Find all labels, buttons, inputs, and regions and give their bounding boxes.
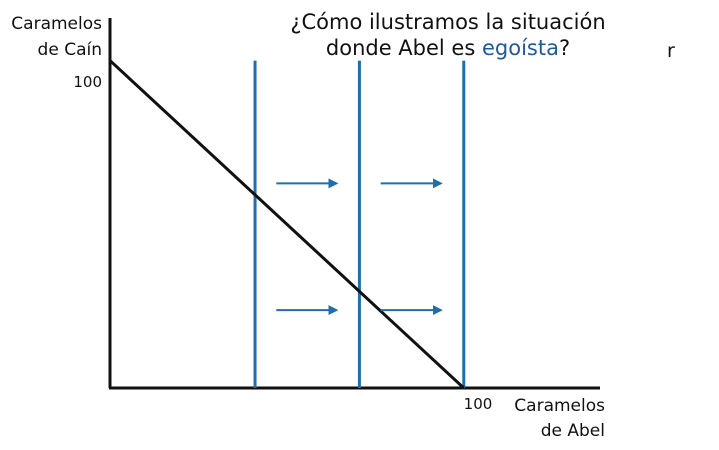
y-axis-label-line-1: Caramelos [11,14,102,34]
slide-title-suffix: ? [558,36,571,60]
y-axis-label-line-2: de Caín [37,40,102,60]
slide-title-prefix: donde Abel es [325,36,482,60]
x-tick-label: 100 [463,395,493,413]
slide-title-highlight: egoísta [481,36,559,60]
y-tick-label: 100 [73,73,102,91]
stray-text: r [667,40,675,62]
budget-line [108,59,465,390]
slide-title-line-2: donde Abel es egoísta? [288,35,608,61]
slide-title-line-1: ¿Cómo ilustramos la situación [290,10,606,34]
x-axis-label-line-1: Caramelos [514,396,605,416]
x-axis-label-line-2: de Abel [540,421,605,441]
